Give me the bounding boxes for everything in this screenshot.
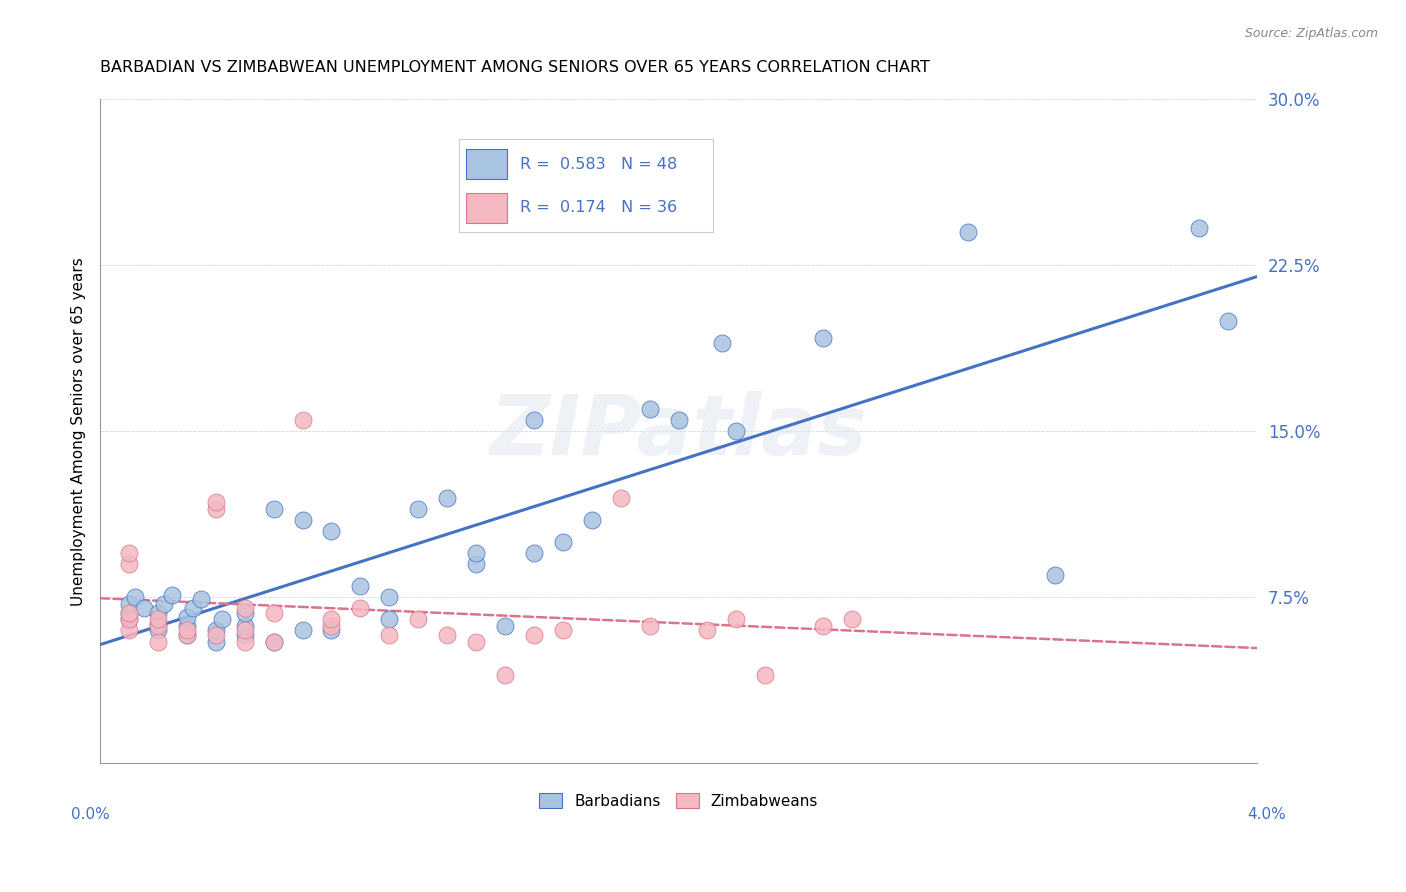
Point [811, 331, 834, 345]
Point [233, 606, 256, 620]
Point [1043, 568, 1066, 582]
Point [523, 628, 546, 642]
Point [668, 413, 690, 427]
Point [406, 612, 429, 626]
Point [349, 601, 371, 615]
Text: 0.0%: 0.0% [72, 806, 110, 822]
Legend: Barbadians, Zimbabweans: Barbadians, Zimbabweans [538, 793, 818, 809]
Point [162, 588, 184, 602]
Point [321, 619, 343, 633]
Point [146, 612, 169, 626]
Point [233, 624, 256, 638]
Point [725, 612, 748, 626]
Point [1188, 220, 1211, 235]
Point [494, 667, 516, 681]
Point [523, 546, 546, 560]
Point [176, 624, 198, 638]
Point [176, 619, 198, 633]
Point [378, 612, 401, 626]
Point [204, 495, 226, 509]
Point [378, 591, 401, 605]
Point [1216, 313, 1239, 327]
Point [263, 634, 285, 648]
Point [321, 524, 343, 538]
Point [494, 619, 516, 633]
Point [204, 624, 226, 638]
Point [211, 612, 233, 626]
Point [118, 612, 141, 626]
Point [233, 619, 256, 633]
Point [152, 597, 174, 611]
Point [263, 606, 285, 620]
Point [291, 624, 314, 638]
Point [811, 619, 834, 633]
Point [436, 628, 458, 642]
Point [176, 628, 198, 642]
Point [551, 624, 574, 638]
Point [754, 667, 776, 681]
Point [551, 535, 574, 549]
Point [710, 335, 733, 350]
Point [465, 557, 488, 571]
Point [638, 402, 661, 417]
Point [146, 616, 169, 631]
Point [406, 501, 429, 516]
Text: ZIPatlas: ZIPatlas [489, 391, 868, 472]
Point [204, 501, 226, 516]
Point [124, 591, 146, 605]
Point [321, 624, 343, 638]
Point [465, 546, 488, 560]
Point [436, 491, 458, 505]
Point [291, 413, 314, 427]
Point [190, 592, 212, 607]
Point [233, 601, 256, 615]
Point [118, 557, 141, 571]
Point [841, 612, 863, 626]
Point [956, 225, 979, 239]
Point [725, 425, 748, 439]
Point [146, 606, 169, 620]
Point [176, 628, 198, 642]
Point [118, 606, 141, 620]
Point [581, 513, 603, 527]
Point [118, 606, 141, 620]
Point [204, 634, 226, 648]
Point [696, 624, 718, 638]
Point [118, 546, 141, 560]
Point [233, 634, 256, 648]
Point [181, 601, 204, 615]
Point [263, 634, 285, 648]
Point [321, 612, 343, 626]
Point [291, 513, 314, 527]
Point [465, 634, 488, 648]
Title: BARBADIAN VS ZIMBABWEAN UNEMPLOYMENT AMONG SENIORS OVER 65 YEARS CORRELATION CHA: BARBADIAN VS ZIMBABWEAN UNEMPLOYMENT AMO… [100, 60, 929, 75]
Point [638, 619, 661, 633]
Text: 4.0%: 4.0% [1247, 806, 1286, 822]
Point [132, 601, 155, 615]
Point [118, 624, 141, 638]
Point [146, 624, 169, 638]
Point [523, 413, 546, 427]
Point [263, 501, 285, 516]
Point [378, 628, 401, 642]
Point [609, 491, 631, 505]
Point [349, 579, 371, 593]
Point [118, 597, 141, 611]
Point [204, 628, 226, 642]
Point [146, 634, 169, 648]
Point [118, 612, 141, 626]
Y-axis label: Unemployment Among Seniors over 65 years: Unemployment Among Seniors over 65 years [72, 257, 86, 606]
Text: Source: ZipAtlas.com: Source: ZipAtlas.com [1244, 27, 1378, 40]
Point [146, 619, 169, 633]
Point [233, 628, 256, 642]
Point [176, 610, 198, 624]
